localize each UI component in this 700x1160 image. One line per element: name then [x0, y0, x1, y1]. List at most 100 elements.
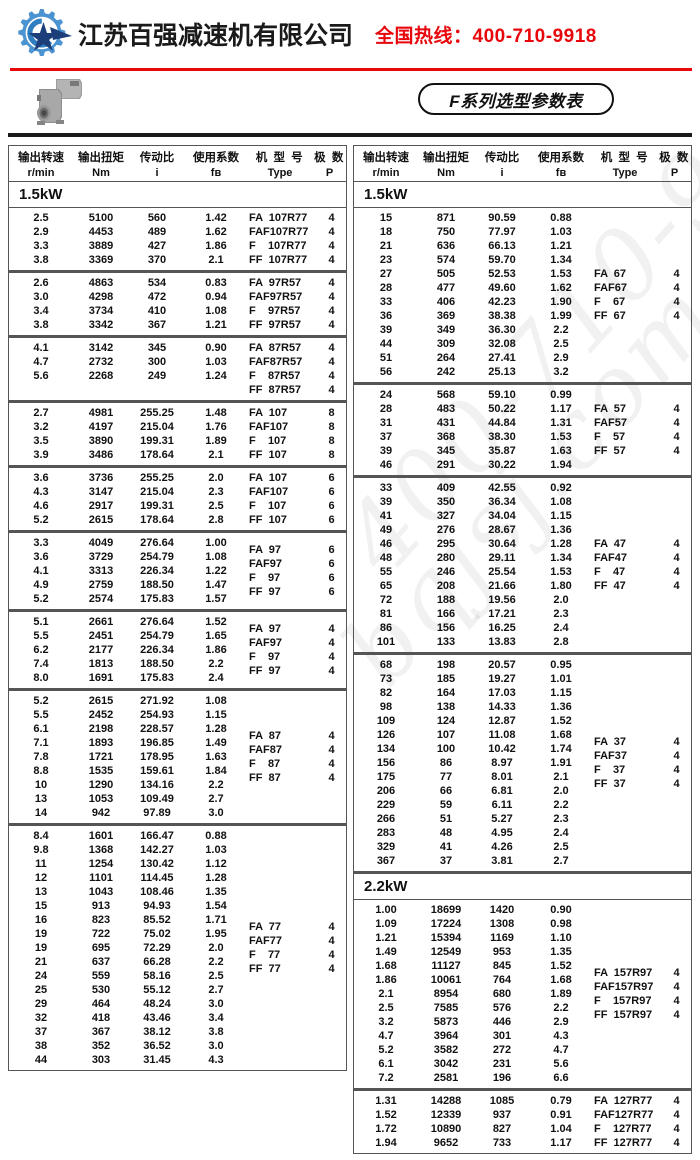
cell-fb: 2.3: [553, 813, 569, 825]
power-rating-label: 1.5kW: [364, 186, 408, 203]
power-label-right: 1.5kW: [353, 182, 692, 208]
cell-ratio: 134.16: [140, 779, 174, 791]
cell-torque: 431: [436, 417, 456, 429]
cell-rpm: 86: [379, 622, 393, 634]
cell-torque: 1535: [88, 765, 114, 777]
subheader: F系列选型参数表: [0, 71, 700, 133]
column-header-en-2: i: [155, 167, 159, 179]
cell-torque: 349: [436, 324, 456, 336]
cell-rpm: 1.94: [375, 1137, 397, 1149]
cell-torque: 276: [436, 524, 456, 536]
table-row: 156 86 8.97 1.91: [354, 756, 592, 770]
model-type-row: FF 87 4: [247, 771, 348, 785]
model-type-row: F 157R97 4: [592, 994, 693, 1008]
table-row: 109 124 12.87 1.52: [354, 714, 592, 728]
cell-pole-count: 4: [673, 995, 680, 1007]
cell-ratio: 36.30: [488, 324, 516, 336]
cell-ratio: 19.56: [488, 594, 516, 606]
cell-ratio: 85.52: [143, 914, 171, 926]
cell-ratio: 30.22: [488, 459, 516, 471]
cell-torque: 367: [91, 1026, 111, 1038]
cell-model-type: FA 97R57: [249, 277, 302, 289]
cell-torque: 4049: [88, 537, 114, 549]
gearbox-photo-icon: [26, 73, 88, 131]
cell-fb: 1.08: [205, 551, 227, 563]
cell-model-type: F 97: [249, 572, 281, 584]
table-row: 46 295 30.64 1.28: [354, 537, 592, 551]
cell-ratio: 178.64: [140, 514, 174, 526]
model-types: FA 107 6 FAF107 6 F 107 6 FF 107 6: [247, 471, 348, 527]
cell-model-type: F 97R57: [249, 305, 301, 317]
cell-model-type: FA 37: [594, 736, 626, 748]
cell-pole-count: 4: [673, 538, 680, 550]
cell-fb: 1.17: [550, 403, 572, 415]
cell-ratio: 576: [492, 1002, 512, 1014]
cell-fb: 1.12: [205, 858, 227, 870]
model-type-row: FAF97R57 4: [247, 290, 348, 304]
cell-ratio: 199.31: [140, 435, 174, 447]
cell-rpm: 101: [376, 636, 396, 648]
table-row: 7.8 1721 178.95 1.63: [9, 750, 247, 764]
cell-fb: 1.62: [205, 226, 227, 238]
cell-rpm: 28: [379, 282, 393, 294]
model-type-row: FA 87 4: [247, 729, 348, 743]
cell-rpm: 73: [379, 673, 393, 685]
cell-ratio: 6.81: [491, 785, 513, 797]
cell-torque: 164: [436, 687, 456, 699]
cell-model-type: FF 97: [249, 665, 281, 677]
cell-ratio: 178.64: [140, 449, 174, 461]
cell-torque: 124: [436, 715, 456, 727]
cell-fb: 1.28: [205, 723, 227, 735]
spec-rows: 2.7 4981 255.25 1.48 3.2 4197 215.04 1.76 3.5 389…: [9, 406, 247, 462]
model-type-row: F 87 4: [247, 757, 348, 771]
model-type-row: F 77 4: [247, 948, 348, 962]
cell-pole-count: 4: [673, 417, 680, 429]
cell-torque: 3582: [433, 1044, 459, 1056]
cell-fb: 1.31: [550, 417, 572, 429]
table-row: 5.1 2661 276.64 1.52: [9, 615, 247, 629]
cell-torque: 48: [439, 827, 453, 839]
model-type-row: FAF37 4: [592, 749, 693, 763]
cell-fb: 1.15: [205, 709, 227, 721]
cell-rpm: 1.86: [375, 974, 397, 986]
cell-rpm: 68: [379, 659, 393, 671]
model-type-row: FF 107 6: [247, 513, 348, 527]
cell-pole-count: 4: [673, 1137, 680, 1149]
cell-model-type: FA 107: [249, 407, 288, 419]
cell-pole-count: 4: [673, 1123, 680, 1135]
cell-model-type: FF 67: [594, 310, 626, 322]
cell-torque: 2661: [88, 616, 114, 628]
cell-model-type: F 57: [594, 431, 626, 443]
cell-pole-count: 4: [673, 750, 680, 762]
power-rating-label: 2.2kW: [364, 878, 408, 895]
cell-ratio: 489: [147, 226, 167, 238]
cell-pole-count: 4: [328, 935, 335, 947]
cell-torque: 2452: [88, 709, 114, 721]
cell-pole-count: 4: [328, 356, 335, 368]
cell-ratio: 845: [492, 960, 512, 972]
table-row: 329 41 4.26 2.5: [354, 840, 592, 854]
hotline-text: 全国热线：400-710-9918: [375, 25, 597, 47]
cell-rpm: 3.9: [33, 449, 49, 461]
cell-torque: 107: [436, 729, 456, 741]
cell-torque: 280: [436, 552, 456, 564]
column-header-cn-5: 极 数: [659, 152, 690, 164]
cell-ratio: 49.60: [488, 282, 516, 294]
cell-ratio: 446: [492, 1016, 512, 1028]
table-row: 28 483 50.22 1.17: [354, 402, 592, 416]
cell-model-type: FA 87: [249, 730, 281, 742]
cell-ratio: 36.52: [143, 1040, 171, 1052]
cell-ratio: 188.50: [140, 658, 174, 670]
cell-fb: 3.2: [553, 366, 569, 378]
cell-rpm: 1.68: [375, 960, 397, 972]
cell-pole-count: 4: [328, 949, 335, 961]
table-row: 266 51 5.27 2.3: [354, 812, 592, 826]
model-type-row: FAF107 8: [247, 420, 348, 434]
table-row: 1.86 10061 764 1.68: [354, 973, 592, 987]
table-row: 82 164 17.03 1.15: [354, 686, 592, 700]
cell-rpm: 98: [379, 701, 393, 713]
cell-torque: 2615: [88, 514, 114, 526]
cell-fb: 1.76: [205, 421, 227, 433]
cell-rpm: 14: [34, 807, 48, 819]
cell-torque: 464: [91, 998, 111, 1010]
